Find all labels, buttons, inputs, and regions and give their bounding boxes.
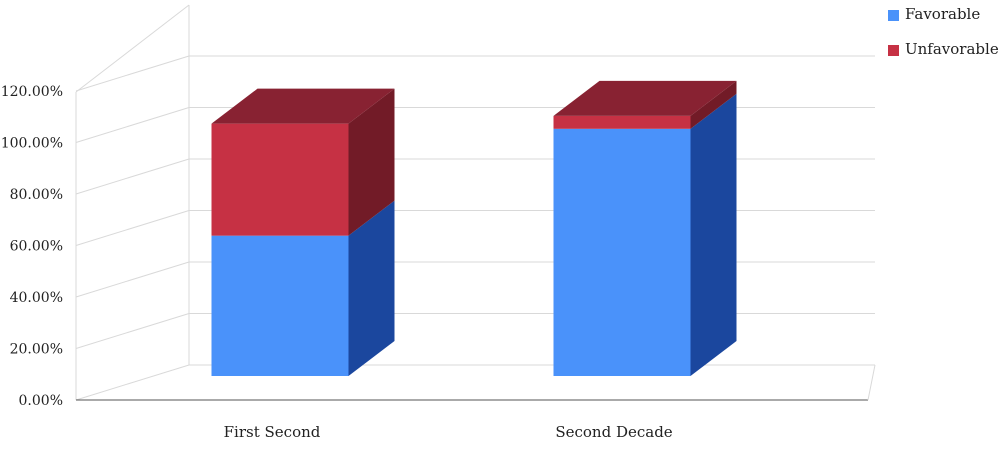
y-tick-label: 80.00% — [10, 187, 63, 203]
bar-favorable-front — [211, 235, 349, 376]
bar-unfavorable-front — [553, 115, 691, 129]
y-tick-label: 0.00% — [19, 393, 63, 409]
x-category-label: First Second — [224, 423, 321, 441]
bar-unfavorable-front — [211, 123, 349, 236]
gridline-side — [75, 364, 190, 401]
y-tick-label: 100.00% — [1, 136, 63, 152]
bar-unfavorable-top — [211, 88, 395, 124]
chart-grid — [75, 4, 876, 401]
bar-favorable-front — [553, 128, 691, 376]
y-tick-label: 20.00% — [10, 342, 63, 358]
floor-right-edge — [867, 364, 876, 401]
y-axis-ticks: 0.00% 20.00% 40.00% 60.00% 80.00% 100.00% 120.… — [1, 84, 63, 409]
gridline-side — [75, 158, 190, 195]
legend-label-favorable: Favorable — [905, 5, 981, 23]
x-axis-categories: First Second Second Decade — [224, 423, 673, 441]
bar-favorable-side — [690, 93, 737, 377]
y-tick-label: 40.00% — [10, 290, 63, 306]
legend-item-favorable: Favorable — [888, 5, 980, 23]
gridline-side — [75, 210, 190, 246]
legend-label-unfavorable: Unfavorable — [905, 40, 999, 58]
bar-unfavorable-side — [690, 80, 737, 129]
y-tick-label: 60.00% — [10, 239, 63, 255]
y-tick-label: 120.00% — [1, 84, 63, 100]
bar-unfavorable-side — [348, 88, 395, 236]
legend-swatch-favorable — [888, 9, 899, 21]
bar-favorable-side — [348, 200, 395, 376]
x-category-label: Second Decade — [555, 423, 672, 441]
gridline-side — [75, 55, 190, 92]
gridline-side — [75, 261, 190, 298]
legend-swatch-unfavorable — [888, 44, 899, 56]
legend-item-unfavorable: Unfavorable — [888, 40, 999, 58]
left-wall-top — [75, 4, 190, 93]
gridline-side — [75, 107, 190, 143]
gridline-side — [75, 313, 190, 349]
bar-unfavorable-top — [553, 80, 737, 116]
chart-bars — [211, 80, 737, 377]
